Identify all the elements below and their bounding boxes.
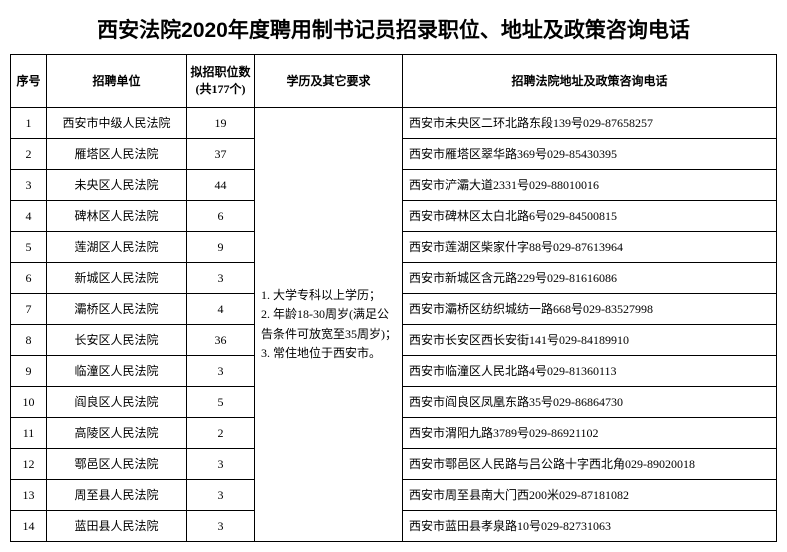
recruitment-table: 序号 招聘单位 拟招职位数(共177个) 学历及其它要求 招聘法院地址及政策咨询… [10,54,777,542]
cell-seq: 12 [11,449,47,480]
cell-count: 3 [187,356,255,387]
cell-unit: 莲湖区人民法院 [47,232,187,263]
cell-address: 西安市蓝田县孝泉路10号029-82731063 [403,511,777,542]
cell-unit: 西安市中级人民法院 [47,108,187,139]
cell-count: 4 [187,294,255,325]
cell-unit: 蓝田县人民法院 [47,511,187,542]
cell-address: 西安市雁塔区翠华路369号029-85430395 [403,139,777,170]
cell-address: 西安市莲湖区柴家什字88号029-87613964 [403,232,777,263]
cell-count: 3 [187,480,255,511]
cell-seq: 11 [11,418,47,449]
cell-count: 36 [187,325,255,356]
table-header-row: 序号 招聘单位 拟招职位数(共177个) 学历及其它要求 招聘法院地址及政策咨询… [11,55,777,108]
cell-address: 西安市临潼区人民北路4号029-81360113 [403,356,777,387]
header-seq: 序号 [11,55,47,108]
cell-count: 9 [187,232,255,263]
cell-count: 5 [187,387,255,418]
cell-unit: 鄠邑区人民法院 [47,449,187,480]
cell-address: 西安市鄠邑区人民路与吕公路十字西北角029-89020018 [403,449,777,480]
cell-address: 西安市未央区二环北路东段139号029-87658257 [403,108,777,139]
cell-address: 西安市周至县南大门西200米029-87181082 [403,480,777,511]
cell-seq: 9 [11,356,47,387]
cell-unit: 临潼区人民法院 [47,356,187,387]
cell-count: 37 [187,139,255,170]
cell-seq: 7 [11,294,47,325]
cell-count: 6 [187,201,255,232]
page-title: 西安法院2020年度聘用制书记员招录职位、地址及政策咨询电话 [10,14,777,44]
cell-unit: 新城区人民法院 [47,263,187,294]
cell-seq: 6 [11,263,47,294]
cell-seq: 10 [11,387,47,418]
table-row: 1西安市中级人民法院191. 大学专科以上学历；2. 年龄18-30周岁(满足公… [11,108,777,139]
cell-seq: 5 [11,232,47,263]
cell-address: 西安市浐灞大道2331号029-88010016 [403,170,777,201]
cell-unit: 雁塔区人民法院 [47,139,187,170]
cell-unit: 灞桥区人民法院 [47,294,187,325]
cell-seq: 13 [11,480,47,511]
cell-unit: 未央区人民法院 [47,170,187,201]
cell-address: 西安市碑林区太白北路6号029-84500815 [403,201,777,232]
cell-count: 3 [187,449,255,480]
cell-count: 3 [187,263,255,294]
cell-address: 西安市新城区含元路229号029-81616086 [403,263,777,294]
cell-seq: 2 [11,139,47,170]
cell-count: 44 [187,170,255,201]
cell-address: 西安市长安区西长安街141号029-84189910 [403,325,777,356]
cell-seq: 1 [11,108,47,139]
cell-count: 19 [187,108,255,139]
cell-seq: 3 [11,170,47,201]
cell-count: 2 [187,418,255,449]
cell-seq: 4 [11,201,47,232]
header-addr: 招聘法院地址及政策咨询电话 [403,55,777,108]
header-count: 拟招职位数(共177个) [187,55,255,108]
cell-seq: 8 [11,325,47,356]
cell-unit: 碑林区人民法院 [47,201,187,232]
cell-count: 3 [187,511,255,542]
cell-unit: 阎良区人民法院 [47,387,187,418]
header-req: 学历及其它要求 [255,55,403,108]
cell-address: 西安市灞桥区纺织城纺一路668号029-83527998 [403,294,777,325]
cell-seq: 14 [11,511,47,542]
cell-address: 西安市阎良区凤凰东路35号029-86864730 [403,387,777,418]
header-unit: 招聘单位 [47,55,187,108]
cell-unit: 周至县人民法院 [47,480,187,511]
cell-address: 西安市渭阳九路3789号029-86921102 [403,418,777,449]
cell-requirements: 1. 大学专科以上学历；2. 年龄18-30周岁(满足公告条件可放宽至35周岁)… [255,108,403,542]
cell-unit: 长安区人民法院 [47,325,187,356]
cell-unit: 高陵区人民法院 [47,418,187,449]
